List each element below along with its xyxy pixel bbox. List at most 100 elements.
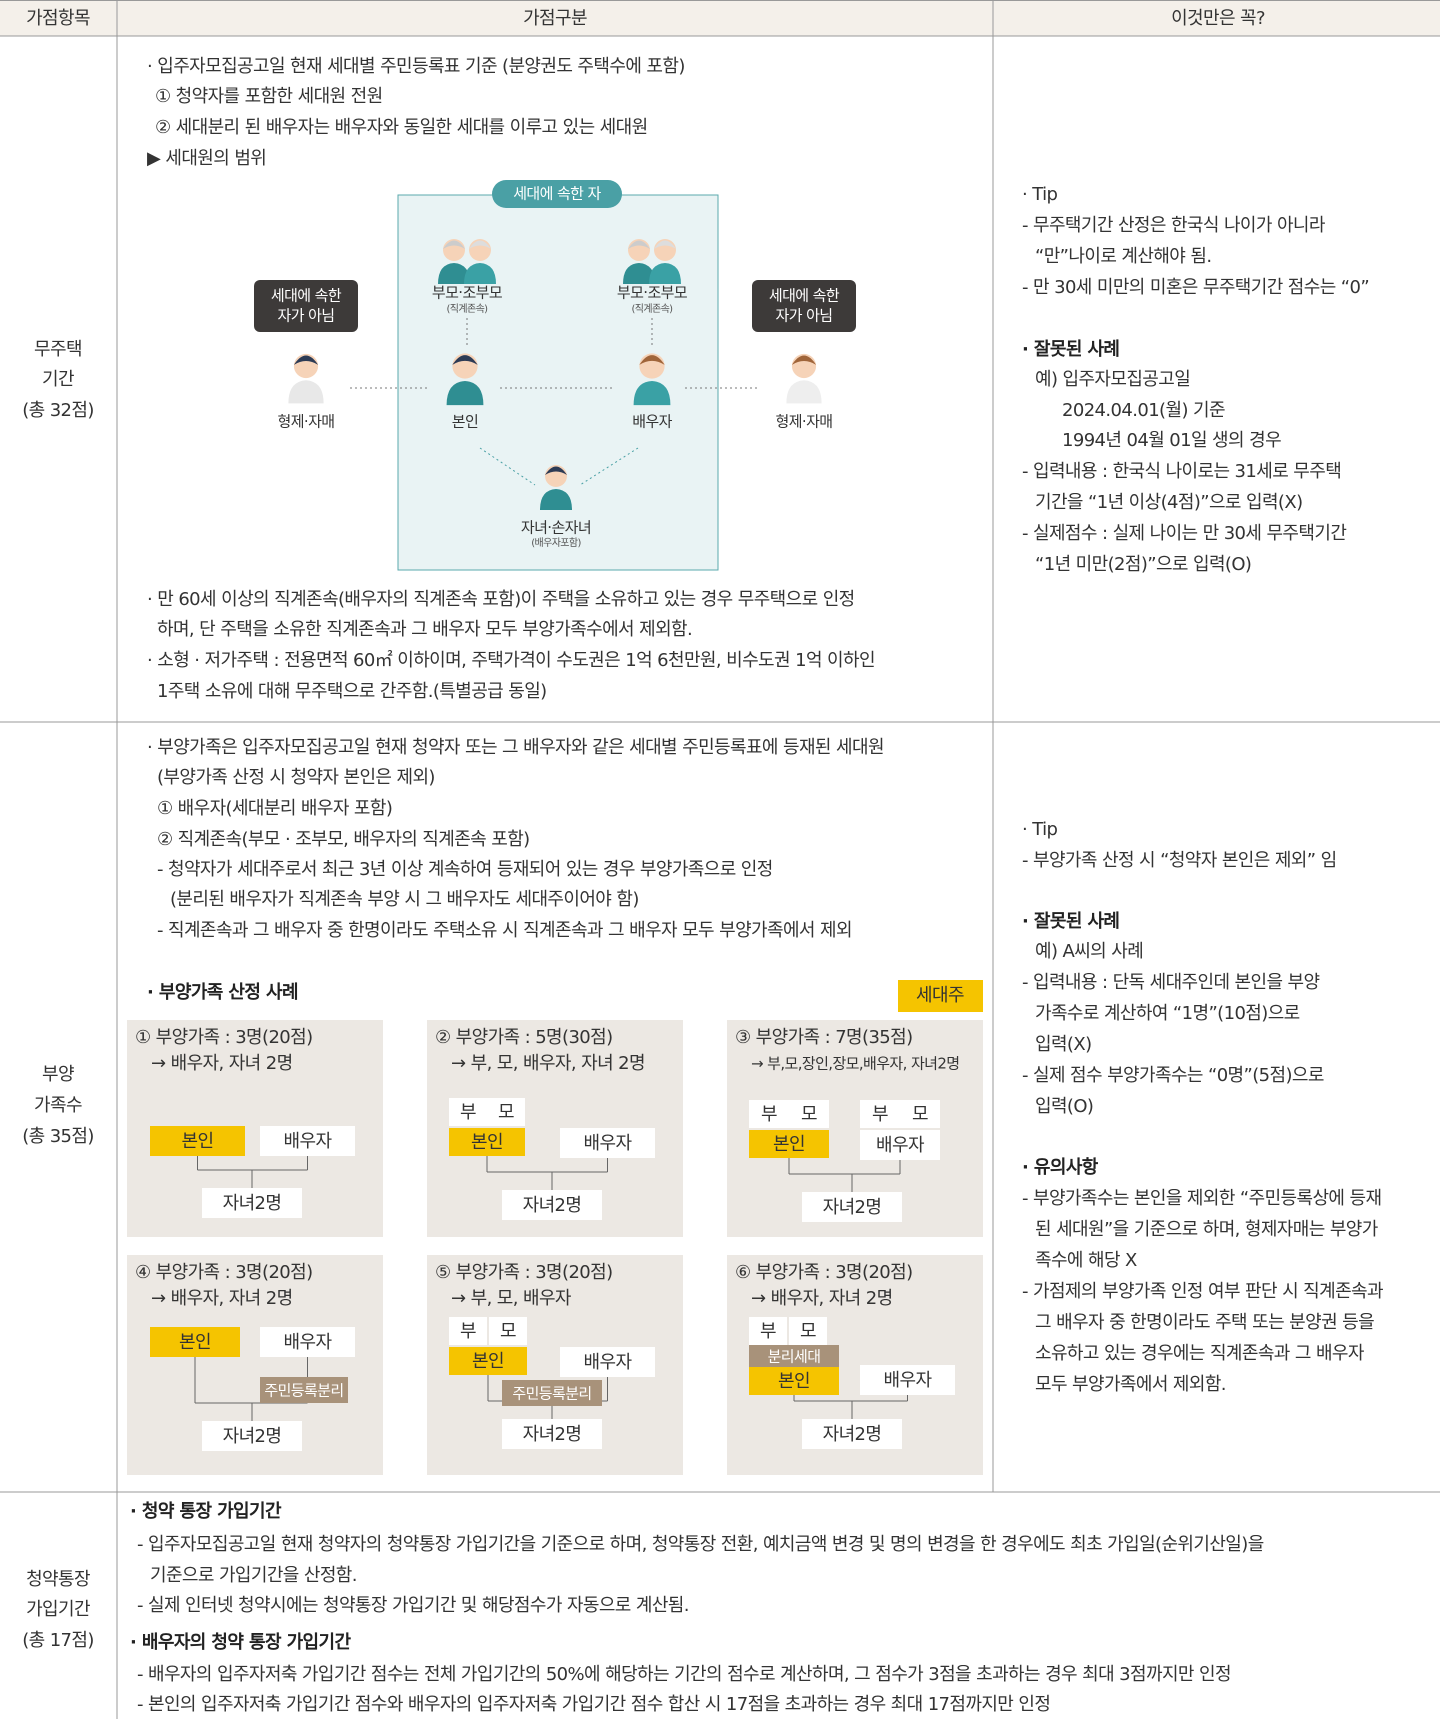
family-node	[502, 1419, 602, 1449]
text-line: 입력(O)	[1035, 1096, 1093, 1117]
person-hair	[452, 355, 478, 365]
family-node	[202, 1421, 302, 1451]
node-label: 자녀2명	[223, 1426, 282, 1447]
text-line: · 만 60세 이상의 직계존속(배우자의 직계존속 포함)이 주택을 소유하고…	[147, 589, 855, 610]
item-label: 기간	[42, 369, 74, 390]
text-line: - 청약자가 세대주로서 최근 3년 이상 계속하여 등재되어 있는 경우 부양…	[157, 859, 773, 880]
node-label: 자녀2명	[523, 1424, 582, 1445]
group-pill	[492, 180, 622, 208]
family-node	[789, 1100, 829, 1128]
text-line: (부양가족 산정 시 청약자 본인은 제외)	[157, 767, 435, 788]
text-line: 예) A씨의 사례	[1035, 941, 1143, 962]
node-label: 본인	[179, 1332, 211, 1353]
family-node	[749, 1367, 839, 1395]
family-node	[449, 1347, 527, 1375]
node-label: 자녀2명	[823, 1424, 882, 1445]
case-title: ⑤ 부양가족 : 3명(20점)	[435, 1262, 613, 1283]
person-hair	[293, 355, 319, 365]
text-line: · Tip	[1022, 184, 1057, 205]
node-label: 배우자	[876, 1135, 925, 1156]
node-label: 본인	[472, 1351, 504, 1372]
family-node	[749, 1100, 789, 1128]
case-title: ① 부양가족 : 3명(20점)	[135, 1027, 313, 1048]
text-line: “1년 미만(2점)”으로 입력(O)	[1035, 554, 1251, 575]
node-label: 배우자	[884, 1370, 933, 1391]
text-line: · 잘못된 사례	[1022, 339, 1119, 360]
member-label: 부모·조부모	[432, 284, 503, 302]
node-label: 배우자	[284, 1332, 333, 1353]
non-member-badge	[752, 280, 856, 332]
text-line: - 무주택기간 산정은 한국식 나이가 아니라	[1022, 215, 1326, 236]
case-detail: → 부,모,장인,장모,배우자, 자녀2명	[751, 1055, 960, 1073]
case-title: ③ 부양가족 : 7명(35점)	[735, 1027, 913, 1048]
text-line: (분리된 배우자가 직계존속 부양 시 그 배우자도 세대주이어야 함)	[170, 889, 639, 910]
text-line: 1주택 소유에 대해 무주택으로 간주함.(특별공급 동일)	[157, 681, 547, 702]
member-note: (직계존속)	[631, 303, 673, 315]
family-node	[749, 1345, 839, 1367]
node-label: 본인	[778, 1371, 810, 1392]
family-node	[749, 1317, 787, 1345]
family-node	[449, 1128, 525, 1156]
family-node	[150, 1126, 245, 1156]
person-body	[288, 380, 324, 404]
family-node	[860, 1130, 940, 1160]
badge-line: 자가 아님	[776, 307, 833, 325]
person-body	[786, 380, 822, 404]
family-node	[860, 1365, 955, 1395]
person-body	[633, 380, 671, 406]
text-line: - 직계존속과 그 배우자 중 한명이라도 주택소유 시 직계존속과 그 배우자…	[157, 920, 852, 941]
node-label: 주민등록분리	[512, 1385, 591, 1403]
case-title: ④ 부양가족 : 3명(20점)	[135, 1262, 313, 1283]
person-body	[540, 489, 572, 510]
text-line: 기준으로 가입기간을 산정함.	[150, 1565, 357, 1586]
non-member-label: 형제·자매	[776, 413, 833, 431]
text-line: ② 직계존속(부모 · 조부모, 배우자의 직계존속 포함)	[157, 829, 530, 850]
family-node	[802, 1419, 902, 1449]
text-line: 1994년 04월 01일 생의 경우	[1062, 430, 1281, 451]
text-line: - 본인의 입주자저축 가입기간 점수와 배우자의 입주자저축 가입기간 점수 …	[137, 1694, 1050, 1715]
person-body	[446, 380, 484, 406]
text-line: · 소형 · 저가주택 : 전용면적 60㎡ 이하이며, 주택가격이 수도권은 …	[147, 649, 875, 671]
node-label: 분리세대	[768, 1348, 821, 1366]
family-node	[260, 1327, 355, 1357]
text-line: · 잘못된 사례	[1022, 911, 1119, 932]
node-label: 부	[872, 1104, 888, 1125]
person-body	[623, 263, 655, 284]
text-line: 예) 입주자모집공고일	[1035, 369, 1190, 390]
header-cell: 가점구분	[523, 8, 587, 29]
badge-line: 세대에 속한	[271, 287, 342, 305]
family-node	[749, 1130, 829, 1158]
family-node	[789, 1317, 827, 1345]
item-label: (총 32점)	[22, 400, 94, 421]
node-label: 모	[912, 1104, 928, 1125]
text-line: 기간을 “1년 이상(4점)”으로 입력(X)	[1035, 492, 1303, 513]
text-line: - 배우자의 입주자저축 가입기간 점수는 전체 가입기간의 50%에 해당하는…	[137, 1664, 1231, 1685]
item-label: 가족수	[34, 1095, 82, 1116]
person-hair	[469, 240, 491, 249]
family-node	[489, 1317, 527, 1345]
text-line: 입력(X)	[1035, 1034, 1092, 1055]
node-label: 본인	[182, 1131, 214, 1152]
family-node	[449, 1098, 487, 1126]
item-label: 가입기간	[26, 1599, 90, 1620]
text-line: - 실제점수 : 실제 나이는 만 30세 무주택기간	[1022, 523, 1346, 544]
family-node	[449, 1317, 487, 1345]
text-line: ① 청약자를 포함한 세대원 전원	[155, 86, 383, 107]
text-line: 족수에 해당 X	[1035, 1250, 1137, 1271]
node-label: 본인	[773, 1134, 805, 1155]
text-line: - 실제 점수 부양가족수는 “0명”(5점)으로	[1022, 1065, 1324, 1086]
person-body	[464, 263, 496, 284]
text-line: · 부양가족은 입주자모집공고일 현재 청약자 또는 그 배우자와 같은 세대별…	[147, 737, 884, 758]
node-label: 모	[500, 1321, 516, 1342]
node-label: 모	[800, 1321, 816, 1342]
family-node	[487, 1098, 525, 1126]
group-label: 세대에 속한 자	[513, 185, 601, 203]
text-line: 2024.04.01(월) 기준	[1062, 400, 1225, 421]
non-member-label: 형제·자매	[278, 413, 335, 431]
item-label: 부양	[42, 1064, 74, 1085]
family-node	[802, 1192, 902, 1222]
family-node	[260, 1126, 355, 1156]
text-line: 모두 부양가족에서 제외함.	[1035, 1374, 1226, 1395]
family-node	[860, 1100, 900, 1128]
